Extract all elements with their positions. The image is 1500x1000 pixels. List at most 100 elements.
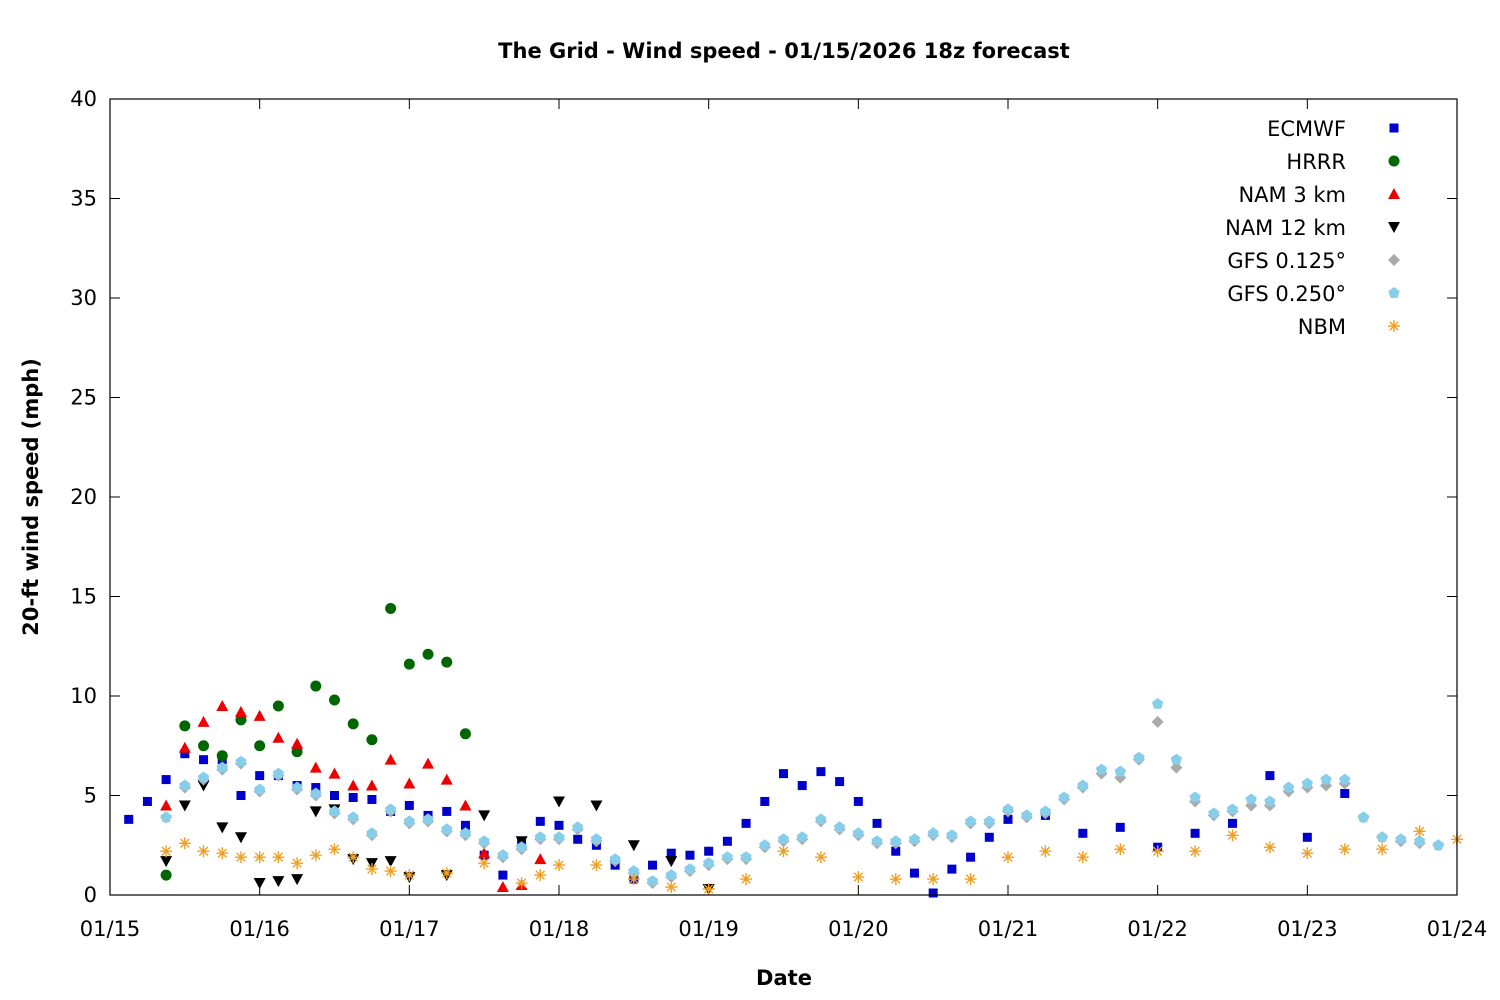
x-tick-label: 01/17: [379, 917, 440, 941]
data-point: [1039, 805, 1052, 817]
data-point: [1301, 777, 1313, 789]
data-point: [272, 700, 284, 712]
legend-label: NBM: [1298, 315, 1346, 339]
data-point: [983, 815, 995, 827]
data-point: [309, 761, 322, 773]
legend-label: HRRR: [1286, 150, 1346, 174]
data-point: [835, 777, 845, 787]
data-point: [1095, 763, 1108, 775]
data-point: [272, 731, 285, 743]
series-nbm: [160, 825, 1463, 895]
legend-label: GFS 0.250°: [1227, 282, 1346, 306]
y-tick-label: 40: [70, 87, 97, 111]
data-point: [1077, 779, 1089, 791]
data-point: [908, 833, 921, 845]
data-point: [124, 814, 134, 824]
data-point: [253, 878, 266, 890]
legend-marker: [1388, 254, 1400, 266]
data-point: [328, 805, 341, 817]
data-point: [1151, 845, 1164, 858]
data-point: [1058, 791, 1070, 803]
data-point: [665, 869, 677, 880]
data-point: [1265, 771, 1275, 781]
data-point: [347, 851, 360, 864]
data-point: [1226, 829, 1239, 842]
data-point: [777, 833, 790, 845]
x-tick-label: 01/23: [1277, 917, 1338, 941]
data-point: [403, 869, 416, 882]
data-point: [309, 806, 322, 818]
data-point: [1376, 831, 1388, 843]
series-gfs-0-250: [160, 698, 1444, 886]
data-point: [1189, 845, 1202, 858]
data-point: [365, 779, 378, 791]
data-point: [478, 847, 491, 859]
data-point: [272, 767, 285, 779]
data-point: [254, 740, 266, 752]
data-point: [685, 850, 695, 860]
data-point: [366, 734, 378, 746]
x-tick-label: 01/22: [1127, 917, 1188, 941]
data-point: [741, 818, 751, 828]
data-point: [833, 821, 846, 833]
data-point: [515, 877, 528, 890]
data-point: [1170, 753, 1183, 765]
data-point: [947, 864, 957, 874]
data-point: [927, 827, 939, 839]
data-point: [1302, 832, 1312, 842]
data-point: [853, 796, 863, 806]
data-point: [534, 853, 547, 865]
data-point: [721, 851, 734, 862]
x-tick-label: 01/19: [678, 917, 739, 941]
data-point: [142, 796, 152, 806]
legend: ECMWF HRRR NAM 3 km NAM 12 km GFS 0.125° GFS …: [1225, 117, 1400, 339]
data-point: [160, 811, 172, 823]
legend-marker: [1389, 123, 1399, 133]
data-point: [1320, 773, 1332, 785]
data-point: [609, 853, 621, 864]
data-point: [272, 876, 285, 888]
data-point: [234, 705, 247, 717]
y-tick-label: 20: [70, 485, 97, 509]
data-point: [291, 857, 304, 870]
data-point: [198, 740, 210, 752]
y-tick-label: 10: [70, 684, 97, 708]
data-point: [535, 816, 545, 826]
data-point: [365, 863, 378, 876]
x-tick-label: 01/20: [828, 917, 889, 941]
data-point: [422, 648, 434, 660]
data-point: [927, 873, 940, 886]
y-tick-label: 35: [70, 187, 97, 211]
data-point: [1376, 843, 1389, 856]
data-point: [553, 831, 565, 843]
data-point: [272, 851, 285, 864]
data-point: [404, 800, 414, 810]
data-point: [590, 833, 603, 845]
data-point: [684, 863, 696, 874]
data-point: [1021, 809, 1033, 821]
data-point: [573, 834, 583, 844]
data-point: [216, 761, 228, 773]
data-point: [648, 860, 658, 870]
legend-marker: [1388, 188, 1400, 199]
legend-marker: [1388, 155, 1400, 167]
data-point: [235, 755, 247, 767]
data-point: [236, 791, 246, 800]
y-axis-ticks: 0 5 10 15 20 25 30 35 40: [70, 87, 1457, 907]
data-point: [797, 781, 807, 791]
data-point: [216, 847, 229, 860]
data-point: [1228, 818, 1237, 828]
data-point: [255, 771, 265, 781]
data-point: [890, 835, 902, 847]
legend-label: GFS 0.125°: [1227, 249, 1346, 273]
data-point: [460, 820, 470, 830]
data-point: [1115, 822, 1125, 832]
data-point: [385, 602, 397, 614]
data-point: [590, 859, 603, 872]
plot-frame: [109, 98, 1458, 896]
data-point: [1208, 807, 1220, 819]
data-point: [515, 841, 528, 853]
data-point: [628, 865, 640, 876]
